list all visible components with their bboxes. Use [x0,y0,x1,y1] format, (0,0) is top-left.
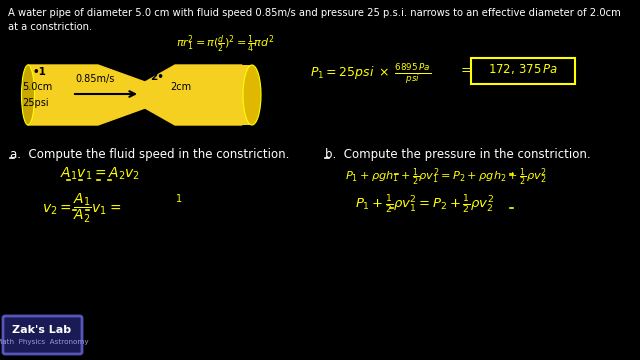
Text: Math  Physics  Astronomy: Math Physics Astronomy [0,339,88,345]
Text: b.  Compute the pressure in the constriction.: b. Compute the pressure in the constrict… [325,148,591,161]
Text: •1: •1 [32,67,46,77]
Text: $\pi r_1^2 = \pi(\frac{d}{2})^2 = \frac{1}{4}\pi d^2$: $\pi r_1^2 = \pi(\frac{d}{2})^2 = \frac{… [176,34,275,55]
Text: $A_1 v_1 = A_2 v_2$: $A_1 v_1 = A_2 v_2$ [60,166,140,183]
Text: 5.0cm: 5.0cm [22,82,52,92]
Text: $v_2 = \dfrac{A_1}{A_2} v_1 =$: $v_2 = \dfrac{A_1}{A_2} v_1 =$ [42,192,121,225]
Text: A water pipe of diameter 5.0 cm with fluid speed 0.85m/s and pressure 25 p.s.i. : A water pipe of diameter 5.0 cm with flu… [8,8,621,18]
Text: $172,\,375\,Pa$: $172,\,375\,Pa$ [488,62,558,76]
Text: $P_1 = 25psi\; \times \; \frac{6895\,Pa}{psi}$: $P_1 = 25psi\; \times \; \frac{6895\,Pa}… [310,62,431,86]
FancyBboxPatch shape [3,316,82,354]
Ellipse shape [22,65,35,125]
Text: 25psi: 25psi [22,98,49,108]
Text: a.  Compute the fluid speed in the constriction.: a. Compute the fluid speed in the constr… [10,148,289,161]
Text: $1$: $1$ [175,192,182,204]
Text: $=$: $=$ [458,62,472,75]
Text: $P_1 + \frac{1}{2}\rho v_1^2 = P_2 + \frac{1}{2}\rho v_2^2$: $P_1 + \frac{1}{2}\rho v_1^2 = P_2 + \fr… [355,194,494,216]
Text: 0.85m/s: 0.85m/s [75,74,115,84]
Text: Zak's Lab: Zak's Lab [12,325,72,335]
Ellipse shape [243,65,261,125]
Polygon shape [242,65,252,125]
Text: 2•: 2• [150,72,164,82]
Polygon shape [28,65,242,125]
Text: $P_1 + \rho g h_1 + \frac{1}{2}\rho v_1^2 = P_2 + \rho g h_2 + \frac{1}{2}\rho v: $P_1 + \rho g h_1 + \frac{1}{2}\rho v_1^… [345,166,547,188]
Text: 2cm: 2cm [170,82,191,92]
Text: at a constriction.: at a constriction. [8,22,92,32]
